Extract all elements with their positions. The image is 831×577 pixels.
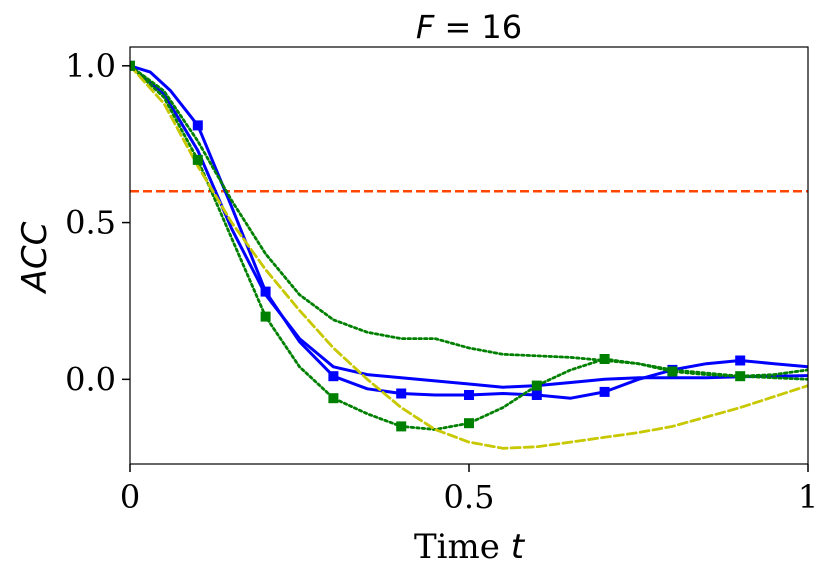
series-line-green-dotted-markers bbox=[130, 64, 808, 431]
chart-title-variable: F bbox=[416, 8, 435, 46]
marker-green-dotted-markers bbox=[396, 421, 407, 432]
series-line-yellow-dashed bbox=[130, 64, 808, 450]
marker-blue-solid-markers bbox=[464, 390, 474, 400]
marker-blue-solid-markers bbox=[735, 355, 746, 366]
x-axis: 0 0.5 1 bbox=[120, 464, 818, 516]
axes-frame bbox=[129, 46, 809, 465]
marker-green-dotted-markers bbox=[464, 418, 474, 429]
y-tick-label: 0.5 bbox=[65, 204, 116, 242]
marker-green-dotted-markers bbox=[130, 60, 135, 71]
series-line-blue-solid-thick bbox=[130, 64, 808, 389]
marker-green-dotted-markers bbox=[328, 393, 339, 404]
x-tick-label: 1 bbox=[798, 478, 818, 516]
x-axis-label: Time t bbox=[414, 527, 526, 567]
marker-blue-solid-markers bbox=[328, 371, 339, 382]
y-axis: 0.0 0.5 1.0 bbox=[65, 47, 130, 398]
marker-green-dotted-markers bbox=[735, 371, 746, 382]
x-axis-label-variable: t bbox=[511, 527, 526, 567]
marker-green-dotted-markers bbox=[260, 311, 271, 322]
x-tick-label: 0.5 bbox=[444, 478, 495, 516]
x-tick-label: 0 bbox=[120, 478, 140, 516]
y-tick-label: 0.0 bbox=[65, 360, 116, 398]
marker-green-dotted-markers bbox=[667, 366, 678, 377]
y-tick-label: 1.0 bbox=[65, 47, 116, 85]
marker-blue-solid-markers bbox=[599, 386, 610, 397]
series-line-green-dotted-upper bbox=[130, 64, 808, 381]
series-line-blue-solid-markers bbox=[130, 64, 808, 400]
marker-blue-solid-markers bbox=[396, 388, 407, 399]
chart-title: F = 16 bbox=[416, 8, 522, 46]
chart-title-value: = 16 bbox=[434, 8, 522, 46]
marker-green-dotted-markers bbox=[192, 154, 203, 165]
marker-green-dotted-markers bbox=[599, 354, 610, 364]
marker-blue-solid-markers bbox=[531, 390, 542, 400]
marker-blue-solid-markers bbox=[260, 286, 271, 297]
marker-green-dotted-markers bbox=[531, 380, 542, 391]
x-axis-label-text: Time bbox=[414, 527, 511, 567]
plot-area bbox=[130, 60, 808, 450]
marker-blue-solid-markers bbox=[192, 120, 203, 131]
y-axis-label: ACC bbox=[15, 221, 55, 294]
